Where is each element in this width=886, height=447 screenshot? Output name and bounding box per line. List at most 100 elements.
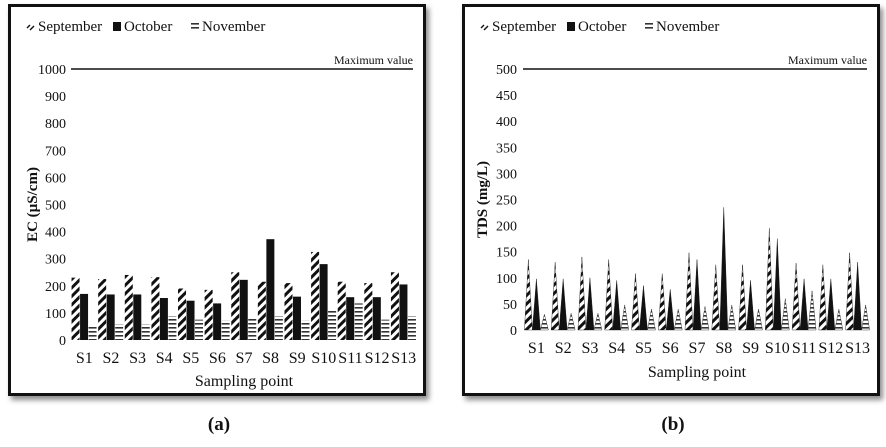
bar-october xyxy=(133,294,142,340)
bar-october xyxy=(266,239,275,340)
legend-item-september: September xyxy=(480,19,556,35)
legend-swatch-november xyxy=(645,22,653,31)
bar-september xyxy=(684,252,694,331)
bar-november xyxy=(354,303,363,340)
maximum-value-label: Maximum value xyxy=(788,53,867,67)
bar-september xyxy=(124,274,133,340)
x-tick-label: S12 xyxy=(818,340,843,357)
bar-november xyxy=(195,319,204,340)
x-tick-label: S6 xyxy=(662,340,679,357)
bar-september xyxy=(257,281,266,340)
legend-label-october: October xyxy=(578,19,626,35)
y-tick-label: 50 xyxy=(503,298,517,313)
legend-swatch-october xyxy=(113,22,121,31)
bar-october xyxy=(292,296,301,340)
legend-item-november: November xyxy=(191,19,265,35)
bar-september xyxy=(151,277,160,340)
bar-november xyxy=(540,314,549,331)
x-tick-label: S8 xyxy=(262,350,279,367)
y-tick-label: 400 xyxy=(496,115,517,130)
bar-september xyxy=(284,283,293,340)
x-tick-label: S7 xyxy=(689,340,706,357)
bar-september xyxy=(311,251,320,340)
legend-swatch-september xyxy=(480,24,485,29)
y-tick-label: 400 xyxy=(45,226,66,241)
x-tick-label: S6 xyxy=(209,350,226,367)
bar-november xyxy=(593,313,603,331)
y-tick-label: 450 xyxy=(496,89,517,104)
bar-october xyxy=(719,207,728,331)
bar-september xyxy=(550,262,560,331)
x-tick-label: S4 xyxy=(608,340,625,357)
bar-october xyxy=(585,277,595,331)
legend-swatch-october xyxy=(567,22,575,31)
x-tick-label: S8 xyxy=(715,340,732,357)
chart-panel-a: September October November 0 100 200 300 400 500… xyxy=(8,4,426,396)
bar-october xyxy=(826,278,836,331)
bar-september xyxy=(738,264,747,331)
y-tick-label: 250 xyxy=(496,194,517,209)
y-tick-label: 200 xyxy=(45,280,66,295)
chart-panel-b: September October November 0 50 100 150 200 250 3… xyxy=(462,4,880,396)
bar-september xyxy=(204,289,213,340)
bar-september xyxy=(71,277,80,340)
y-tick-label: 700 xyxy=(45,144,66,159)
x-tick-label: S9 xyxy=(742,340,759,357)
bar-november xyxy=(861,304,870,331)
bar-september xyxy=(577,256,587,331)
bar-october xyxy=(186,300,195,340)
bar-november xyxy=(328,310,337,340)
bar-november xyxy=(381,319,390,340)
x-tick-label: S5 xyxy=(635,340,652,357)
y-tick-label: 500 xyxy=(496,63,517,78)
bar-september xyxy=(791,263,801,331)
legend-item-september: September xyxy=(26,19,102,35)
bar-september xyxy=(178,288,187,340)
bar-november xyxy=(647,309,656,331)
legend-item-november: November xyxy=(645,19,719,35)
legend-label-november: November xyxy=(202,19,265,35)
chart-a-svg: September October November 0 100 200 300 400 500… xyxy=(25,19,416,390)
bar-september xyxy=(818,264,828,331)
bar-november xyxy=(88,325,97,340)
x-tick-label: S4 xyxy=(156,350,173,367)
bar-september xyxy=(390,272,399,340)
y-tick-label: 200 xyxy=(496,220,517,235)
bar-october xyxy=(558,278,568,331)
x-tick-label: S2 xyxy=(102,350,119,367)
y-axis-label: TDS (mg/L) xyxy=(475,161,491,238)
x-tick-label: S1 xyxy=(528,340,545,357)
bar-september xyxy=(845,252,854,331)
panel-label-a: (a) xyxy=(207,414,231,435)
x-tick-label: S1 xyxy=(76,350,93,367)
bar-november xyxy=(248,317,257,340)
bar-october xyxy=(773,238,782,331)
bar-october xyxy=(639,285,648,331)
x-tick-label: S11 xyxy=(792,340,816,357)
y-tick-label: 100 xyxy=(496,272,517,287)
chart-b-svg: September October November 0 50 100 150 200 250 3… xyxy=(475,19,870,381)
y-tick-label: 1000 xyxy=(38,63,66,78)
x-axis-label: Sampling point xyxy=(648,364,747,381)
bar-november xyxy=(168,316,177,340)
bar-october xyxy=(612,280,621,331)
bar-november xyxy=(754,309,763,331)
y-tick-label: 600 xyxy=(45,171,66,186)
bar-october xyxy=(159,297,168,340)
x-tick-label: S11 xyxy=(338,350,362,367)
legend-label-october: October xyxy=(124,19,172,35)
bar-october xyxy=(372,297,381,340)
bar-october xyxy=(213,303,222,340)
bar-october xyxy=(106,294,115,340)
legend-item-october: October xyxy=(567,19,626,35)
x-tick-label: S9 xyxy=(289,350,306,367)
bar-october xyxy=(319,264,328,340)
x-tick-label: S10 xyxy=(765,340,790,357)
legend-swatch-september xyxy=(26,24,31,29)
y-tick-label: 800 xyxy=(45,117,66,132)
x-tick-label: S12 xyxy=(365,350,390,367)
y-axis-label: EC (µS/cm) xyxy=(25,167,41,242)
bar-september xyxy=(524,259,533,331)
bar-september xyxy=(765,228,774,331)
bar-september xyxy=(231,272,240,340)
